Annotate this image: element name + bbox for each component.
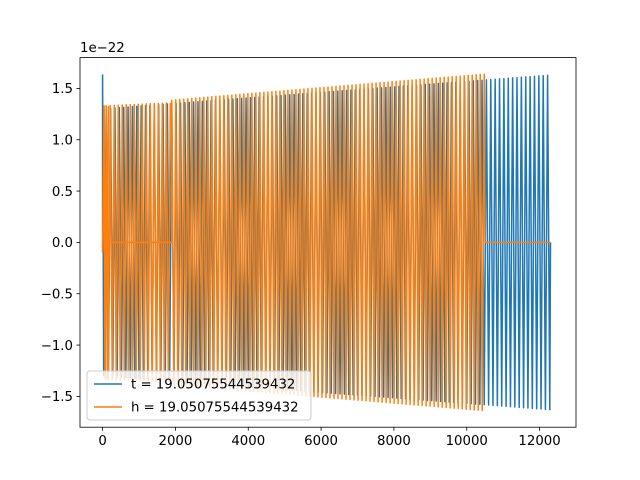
x-tick-label: 12000 <box>518 434 560 449</box>
y-tick-label: −1.5 <box>41 390 73 405</box>
x-tick-label: 6000 <box>304 434 338 449</box>
y-tick-label: 0.0 <box>52 236 73 251</box>
y-axis: −1.5 −1.0 −0.5 0.0 0.5 1.0 1.5 <box>41 82 80 405</box>
y-tick-label: −0.5 <box>41 287 73 302</box>
x-tick-label: 8000 <box>377 434 411 449</box>
series-line-h <box>101 73 551 412</box>
x-tick-label: 2000 <box>158 434 192 449</box>
x-tick-label: 0 <box>98 434 106 449</box>
legend: t = 19.05075544539432 h = 19.05075544539… <box>86 370 312 421</box>
y-tick-label: −1.0 <box>41 339 73 354</box>
series-line-h-mid <box>105 102 172 383</box>
x-tick-label: 10000 <box>446 434 488 449</box>
legend-label-h: h = 19.05075544539432 <box>131 401 299 416</box>
plot-area <box>101 73 552 412</box>
legend-box <box>86 370 312 421</box>
y-tick-label: 1.0 <box>52 133 73 148</box>
y-tick-label: 0.5 <box>52 185 73 200</box>
y-tick-label: 1.5 <box>52 82 73 97</box>
legend-label-t: t = 19.05075544539432 <box>131 378 295 393</box>
x-tick-label: 4000 <box>231 434 265 449</box>
y-offset-text: 1e−22 <box>80 41 125 56</box>
x-axis: 0 2000 4000 6000 8000 10000 12000 <box>98 427 561 449</box>
